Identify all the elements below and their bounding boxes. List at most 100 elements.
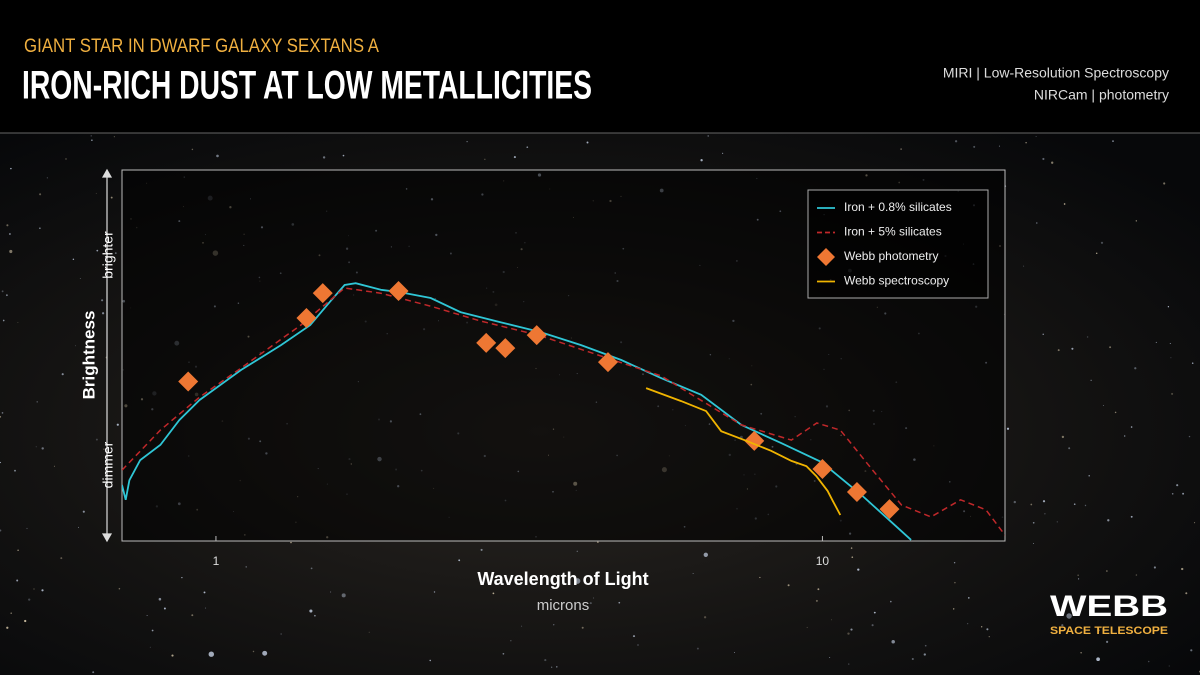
x-tick-label: 1 [213,554,220,568]
star [1147,660,1150,663]
star [817,588,820,591]
star [116,423,119,426]
star [16,579,19,582]
star [65,158,67,160]
star [967,597,970,599]
star [39,193,42,196]
star [703,616,707,619]
star [1061,435,1065,439]
star [850,547,853,549]
star [829,657,831,659]
star [1063,203,1066,205]
star [806,626,808,629]
star [26,527,28,530]
star [502,652,505,655]
star [1080,652,1082,654]
star [1071,347,1074,350]
legend-label: Iron + 5% silicates [844,225,942,239]
star [1130,515,1133,518]
star [1,290,4,293]
star [1086,336,1089,338]
star [988,636,990,638]
star [954,140,958,143]
star [586,141,589,144]
photometry-point [846,482,867,503]
star [103,448,105,450]
star [1097,629,1100,632]
star [61,373,64,376]
star [923,653,926,656]
photometry-point [495,338,516,359]
star [1068,447,1071,450]
star [46,177,48,179]
star [96,249,99,252]
star [891,639,895,644]
star [722,152,724,154]
star [553,624,555,626]
star [480,548,483,551]
star [10,612,12,614]
star [330,591,332,593]
star [314,614,316,617]
star [900,148,902,150]
star [90,135,92,137]
star [101,312,105,315]
star [703,552,708,557]
star [1135,220,1137,222]
star [310,567,313,570]
star [873,611,876,614]
star [262,650,268,656]
star [458,559,461,562]
star [6,626,9,629]
star [113,136,115,138]
star [0,415,2,418]
star [1100,241,1104,244]
star [433,591,436,593]
star [871,624,874,627]
star [1191,362,1194,364]
star [551,666,553,668]
star [759,576,761,579]
logo-name: WEBB [1050,590,1168,623]
star [513,156,516,159]
star [1051,161,1054,164]
y-arrow [101,168,113,543]
star [6,294,8,297]
star [181,576,183,579]
star [91,139,93,141]
star [1134,367,1137,370]
star [593,597,595,599]
star [954,581,956,584]
star [1194,522,1196,524]
star [574,578,581,584]
star [1176,484,1179,487]
star [1106,640,1109,644]
header-band [0,0,1200,133]
star [1114,411,1117,414]
star [707,135,709,137]
photometry-point [312,283,333,304]
star [851,556,854,559]
star [92,671,95,674]
star [1169,342,1171,345]
star [1167,306,1170,308]
star [208,651,215,657]
star [466,140,468,143]
star [484,158,486,160]
star [1170,357,1172,359]
star [35,446,37,448]
photometry-point [388,280,409,301]
star [158,597,162,601]
star [1030,503,1033,506]
star [39,227,41,230]
star [36,401,38,403]
star [1128,604,1130,606]
star [1023,265,1025,267]
instrument: NIRCam | photometry [1034,87,1169,103]
star [556,666,558,668]
y-axis-title: Brightness [79,311,98,400]
star [191,148,194,151]
star [1171,392,1174,395]
